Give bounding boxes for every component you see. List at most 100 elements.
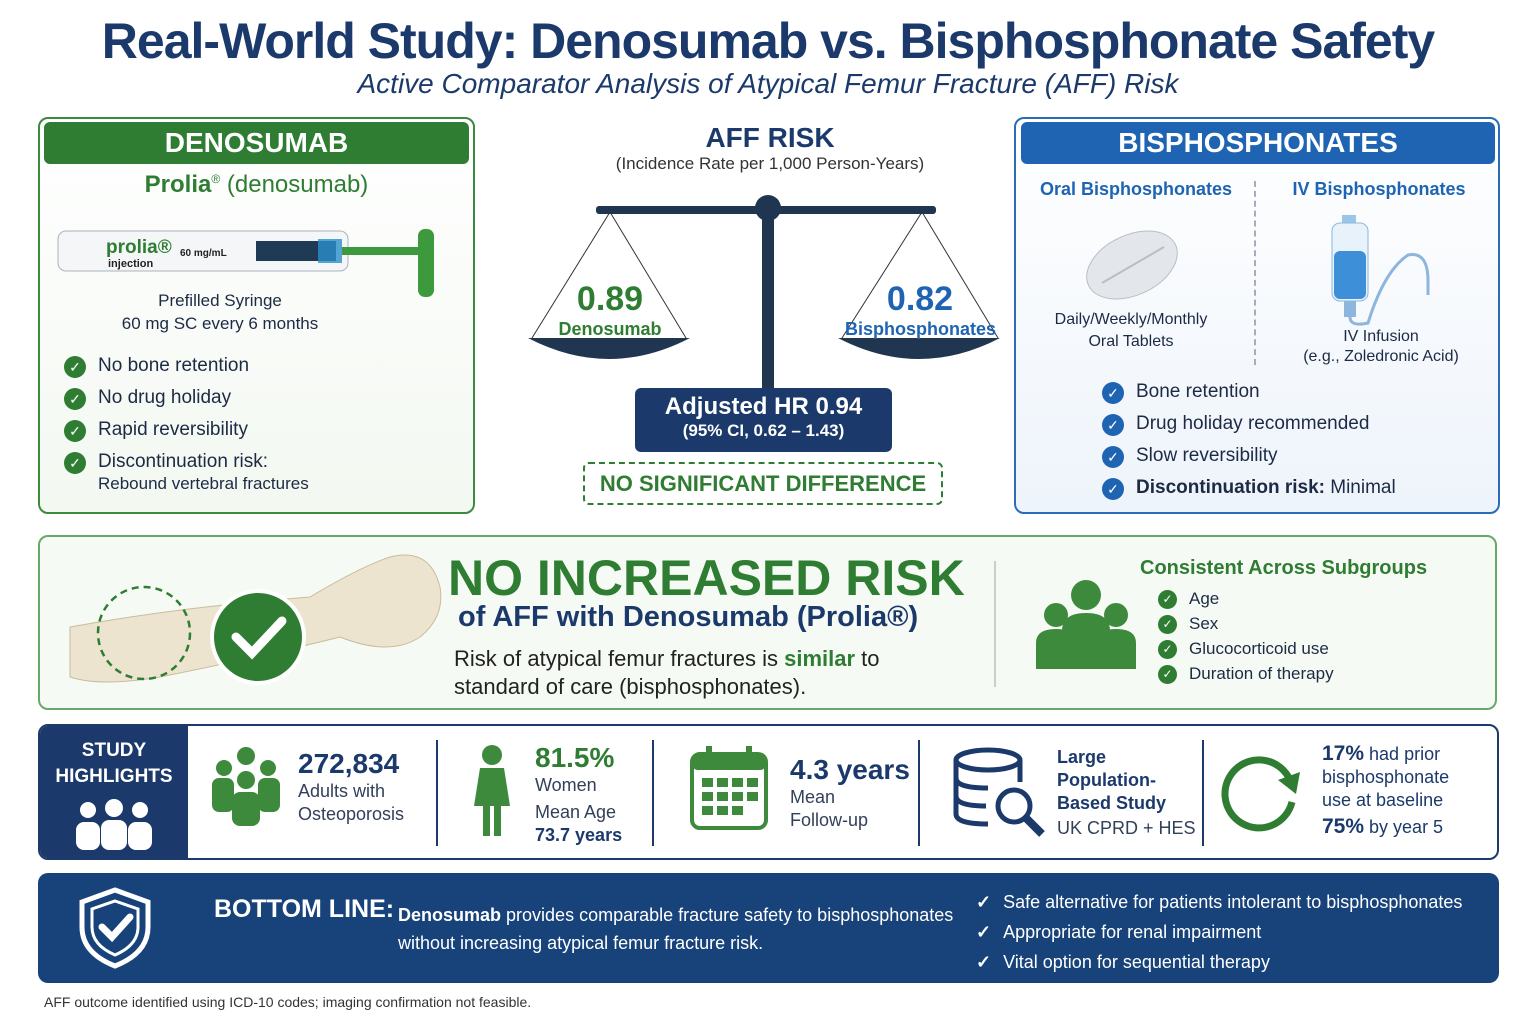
bottom-point: ✓ Appropriate for renal impairment (976, 922, 1262, 942)
divider (1202, 740, 1204, 846)
check-icon: ✓ (976, 892, 992, 912)
denosumab-brand: Prolia® (denosumab) (144, 171, 369, 198)
subgroups-title: Consistent Across Subgroups (1140, 557, 1428, 579)
page-subtitle: Active Comparator Analysis of Atypical F… (357, 68, 1179, 99)
calendar-icon (690, 746, 768, 830)
page-title: Real-World Study: Denosumab vs. Bisphosp… (101, 13, 1435, 69)
followup-label: Mean (790, 787, 836, 807)
divider (918, 740, 920, 846)
femur-bone-icon (69, 554, 442, 685)
adults-label: Adults with (298, 781, 386, 801)
shield-check-icon (79, 887, 151, 969)
prior-use-label: had prior (1364, 744, 1441, 764)
finding-headline: NO INCREASED RISK (448, 550, 965, 606)
dosing-schedule: 60 mg SC every 6 months (121, 314, 319, 333)
denosumab-panel: DENOSUMAB Prolia® (denosumab) prolia® 60… (38, 117, 475, 514)
check-icon: ✓ (976, 952, 992, 972)
bisphosphonate-rate: 0.82 (886, 280, 954, 318)
bottom-point: ✓ Vital option for sequential therapy (976, 952, 1270, 972)
feature-item: ✓ Slow reversibility (1102, 445, 1396, 468)
adults-label: Osteoporosis (298, 804, 405, 824)
verdict-badge: NO SIGNIFICANT DIFFERENCE (583, 462, 943, 505)
check-icon: ✓ (64, 388, 86, 410)
highlights-label: STUDY HIGHLIGHTS (40, 726, 188, 858)
cycle-arrow-icon (1221, 756, 1300, 832)
prior-use-label: bisphosphonate (1322, 767, 1450, 787)
iv-desc: IV Infusion (1343, 328, 1419, 345)
footnote: AFF outcome identified using ICD-10 code… (44, 994, 532, 1010)
age-label: Mean Age (535, 802, 617, 822)
women-label: Women (535, 775, 597, 795)
iv-desc: (e.g., Zoledronic Acid) (1303, 348, 1459, 365)
woman-icon (474, 745, 510, 836)
subgroup-item: ✓ Duration of therapy (1158, 664, 1334, 684)
syringe-form: Prefilled Syringe (158, 291, 282, 310)
feature-item: ✓ No drug holiday (64, 387, 309, 410)
oral-desc: Daily/Weekly/Monthly (1054, 311, 1208, 328)
feature-item: ✓ Drug holiday recommended (1102, 413, 1396, 436)
syringe-icon: prolia® 60 mg/mL injection (57, 229, 434, 297)
check-icon: ✓ (1102, 382, 1124, 404)
denosumab-rate: 0.89 (576, 280, 644, 318)
followup-value: 4.3 years (790, 754, 910, 785)
people-group-icon (1036, 580, 1136, 669)
oral-title: Oral Bisphosphonates (1039, 179, 1233, 199)
check-icon: ✓ (1158, 665, 1177, 684)
feature-item: ✓ Discontinuation risk: Minimal (1102, 477, 1396, 500)
divider (994, 561, 996, 687)
finding-band: NO INCREASED RISK of AFF with Denosumab … (38, 535, 1497, 710)
subgroup-item: ✓ Age (1158, 589, 1334, 609)
bisphosphonates-panel: BISPHOSPHONATES Oral Bisphosphonates IV … (1014, 117, 1500, 514)
check-icon: ✓ (64, 420, 86, 442)
adults-count: 272,834 (298, 748, 400, 779)
study-highlights: STUDY HIGHLIGHTS 272,834 Adults with Osteop… (38, 724, 1499, 860)
denosumab-rate-label: Denosumab (558, 319, 662, 339)
finding-body: Risk of atypical femur fractures is simi… (454, 646, 880, 699)
denosumab-heading: DENOSUMAB (44, 122, 469, 164)
check-icon: ✓ (1158, 615, 1177, 634)
adults-group-icon (212, 747, 280, 826)
women-percent: 81.5% (535, 742, 615, 773)
year5-label: by year 5 (1364, 817, 1444, 837)
iv-title: IV Bisphosphonates (1292, 179, 1466, 199)
feature-item: ✓ Discontinuation risk: Rebound vertebral … (64, 451, 309, 495)
divider (436, 740, 438, 846)
svg-text:prolia®: prolia® (106, 237, 172, 258)
iv-bag-icon (1331, 215, 1430, 326)
risk-unit: (Incidence Rate per 1,000 Person-Years) (615, 154, 925, 173)
finding-subheadline: of AFF with Denosumab (Prolia®) (458, 601, 919, 633)
bottom-line-text: Denosumab provides comparable fracture s… (398, 905, 954, 953)
population-label: Based Study (1057, 793, 1167, 813)
people-icon (76, 799, 152, 850)
tablet-icon (1086, 230, 1178, 300)
bottom-line-label: BOTTOM LINE: (214, 895, 395, 923)
age-value: 73.7 years (535, 825, 623, 845)
risk-title: AFF RISK (705, 122, 835, 153)
balance-scale-icon (528, 195, 1000, 388)
data-source: UK CPRD + HES (1057, 818, 1196, 838)
divider (1254, 181, 1256, 365)
check-icon: ✓ (1158, 590, 1177, 609)
check-icon: ✓ (1102, 478, 1124, 500)
bottom-line-banner: BOTTOM LINE: Denosumab provides comparab… (38, 873, 1499, 983)
check-icon: ✓ (976, 922, 992, 942)
database-search-icon (953, 747, 1045, 837)
oral-desc: Oral Tablets (1088, 333, 1174, 350)
bottom-point: ✓ Safe alternative for patients intoleran… (976, 892, 1463, 912)
feature-item: ✓ Bone retention (1102, 381, 1396, 404)
population-label: Population- (1057, 770, 1156, 790)
subgroup-item: ✓ Glucocorticoid use (1158, 639, 1334, 659)
prior-use-label: use at baseline (1322, 790, 1444, 810)
feature-item: ✓ Rapid reversibility (64, 419, 309, 442)
year5-value: 75% (1322, 815, 1365, 838)
hazard-ratio-box: Adjusted HR 0.94 (95% CI, 0.62 – 1.43) (635, 388, 892, 452)
followup-label: Follow-up (790, 810, 869, 830)
svg-text:injection: injection (108, 258, 154, 270)
feature-item: ✓ No bone retention (64, 355, 309, 378)
subgroup-item: ✓ Sex (1158, 614, 1334, 634)
svg-text:60 mg/mL: 60 mg/mL (180, 248, 227, 259)
check-icon: ✓ (1102, 446, 1124, 468)
bisphosphonate-rate-label: Bisphosphonates (845, 319, 997, 339)
bisphosphonates-heading: BISPHOSPHONATES (1021, 122, 1495, 164)
prior-use-value: 17% (1322, 742, 1365, 765)
